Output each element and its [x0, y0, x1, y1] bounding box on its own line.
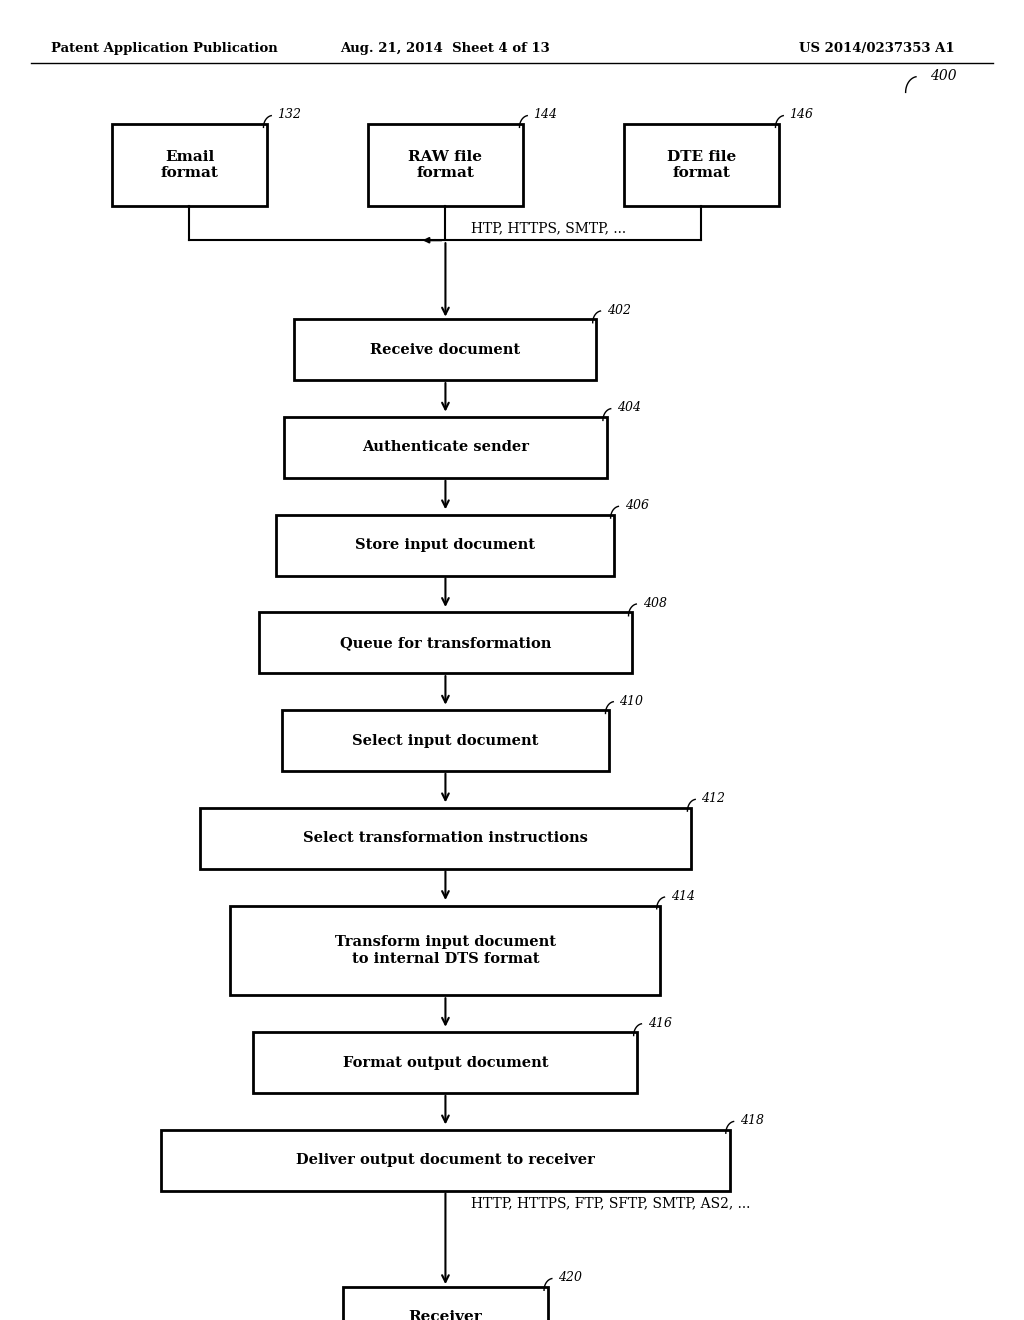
- Text: 420: 420: [558, 1271, 582, 1284]
- Text: 408: 408: [643, 597, 667, 610]
- Text: Transform input document
to internal DTS format: Transform input document to internal DTS…: [335, 936, 556, 965]
- Text: RAW file
format: RAW file format: [409, 150, 482, 180]
- Text: 406: 406: [625, 499, 648, 512]
- Text: 416: 416: [648, 1016, 672, 1030]
- Bar: [282, 710, 609, 771]
- Text: Deliver output document to receiver: Deliver output document to receiver: [296, 1154, 595, 1167]
- Bar: [200, 808, 691, 869]
- Bar: [161, 1130, 729, 1191]
- Text: Queue for transformation: Queue for transformation: [340, 636, 551, 649]
- Bar: [284, 417, 606, 478]
- Text: 410: 410: [620, 694, 643, 708]
- Bar: [368, 124, 523, 206]
- Text: 402: 402: [606, 304, 631, 317]
- Text: 132: 132: [278, 108, 301, 121]
- Bar: [276, 515, 614, 576]
- Text: 400: 400: [930, 69, 956, 83]
- Text: DTE file
format: DTE file format: [667, 150, 736, 180]
- Text: 414: 414: [671, 890, 694, 903]
- Bar: [254, 1032, 637, 1093]
- Text: Select input document: Select input document: [352, 734, 539, 747]
- Text: 146: 146: [790, 108, 813, 121]
- Text: US 2014/0237353 A1: US 2014/0237353 A1: [799, 42, 954, 55]
- Bar: [230, 906, 660, 995]
- Text: Format output document: Format output document: [343, 1056, 548, 1069]
- Text: 418: 418: [739, 1114, 764, 1127]
- Bar: [295, 319, 596, 380]
- Text: 412: 412: [701, 792, 725, 805]
- Bar: [343, 1287, 548, 1320]
- Bar: [258, 612, 632, 673]
- Bar: [624, 124, 779, 206]
- Text: Receiver
format: Receiver format: [409, 1311, 482, 1320]
- Text: Aug. 21, 2014  Sheet 4 of 13: Aug. 21, 2014 Sheet 4 of 13: [341, 42, 550, 55]
- Text: Select transformation instructions: Select transformation instructions: [303, 832, 588, 845]
- Text: HTP, HTTPS, SMTP, ...: HTP, HTTPS, SMTP, ...: [471, 220, 626, 235]
- Text: Store input document: Store input document: [355, 539, 536, 552]
- Text: Authenticate sender: Authenticate sender: [361, 441, 529, 454]
- Text: Email
format: Email format: [161, 150, 218, 180]
- Bar: [112, 124, 267, 206]
- Text: 404: 404: [616, 401, 641, 414]
- Text: HTTP, HTTPS, FTP, SFTP, SMTP, AS2, ...: HTTP, HTTPS, FTP, SFTP, SMTP, AS2, ...: [471, 1196, 751, 1210]
- Text: Receive document: Receive document: [371, 343, 520, 356]
- Text: 144: 144: [534, 108, 557, 121]
- Text: Patent Application Publication: Patent Application Publication: [51, 42, 278, 55]
